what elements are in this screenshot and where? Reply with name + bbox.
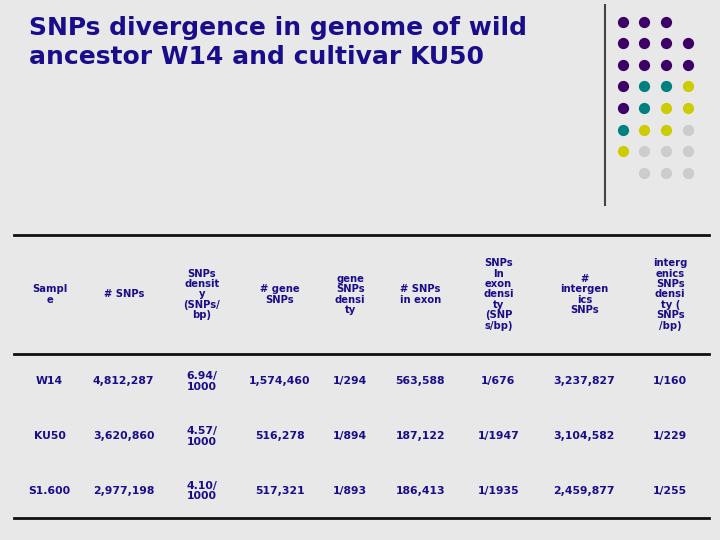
Point [617,60,629,69]
Point [639,82,650,91]
Point [682,104,693,112]
Point [617,39,629,48]
Point [660,39,672,48]
Point [682,60,693,69]
Point [617,82,629,91]
Point [639,60,650,69]
Text: # gene
SNPs: # gene SNPs [260,284,300,305]
Point [617,104,629,112]
Text: 1/255: 1/255 [653,486,687,496]
Text: 1/160: 1/160 [653,376,687,387]
Point [682,168,693,177]
Point [682,39,693,48]
Text: 2,977,198: 2,977,198 [93,486,154,496]
Text: # SNPs: # SNPs [104,289,144,300]
Text: 187,122: 187,122 [395,431,445,441]
Text: SNPs
In
exon
densi
ty
(SNP
s/bp): SNPs In exon densi ty (SNP s/bp) [483,258,513,330]
Point [682,82,693,91]
Text: KU50: KU50 [34,431,66,441]
Text: # SNPs
in exon: # SNPs in exon [400,284,441,305]
Text: 4.10/
1000: 4.10/ 1000 [186,481,217,502]
Point [660,125,672,134]
Point [682,125,693,134]
Text: SNPs
densit
y
(SNPs/
bp): SNPs densit y (SNPs/ bp) [184,268,220,320]
Point [617,125,629,134]
Point [660,17,672,26]
Text: 3,104,582: 3,104,582 [554,431,615,441]
Point [639,168,650,177]
Text: SNPs divergence in genome of wild
ancestor W14 and cultivar KU50: SNPs divergence in genome of wild ancest… [29,16,527,69]
Text: 563,588: 563,588 [395,376,445,387]
Text: 516,278: 516,278 [255,431,305,441]
Point [660,168,672,177]
Point [660,82,672,91]
Text: 4,812,287: 4,812,287 [93,376,155,387]
Text: 3,620,860: 3,620,860 [93,431,155,441]
Point [617,17,629,26]
Text: 1/1935: 1/1935 [477,486,519,496]
Point [682,147,693,156]
Text: 6.94/
1000: 6.94/ 1000 [186,371,217,392]
Point [617,147,629,156]
Point [639,125,650,134]
Text: 1/1947: 1/1947 [477,431,519,441]
Text: 517,321: 517,321 [255,486,305,496]
Point [660,147,672,156]
Point [639,104,650,112]
Text: 2,459,877: 2,459,877 [554,486,615,496]
Text: 186,413: 186,413 [395,486,445,496]
Text: 4.57/
1000: 4.57/ 1000 [186,426,217,447]
Text: 1/229: 1/229 [653,431,688,441]
Text: interg
enics
SNPs
densi
ty (
SNPs
/bp): interg enics SNPs densi ty ( SNPs /bp) [653,258,688,330]
Text: 3,237,827: 3,237,827 [554,376,615,387]
Point [639,147,650,156]
Point [639,39,650,48]
Text: 1,574,460: 1,574,460 [249,376,310,387]
Text: 1/676: 1/676 [481,376,516,387]
Point [660,104,672,112]
Text: W14: W14 [36,376,63,387]
Text: gene
SNPs
densi
ty: gene SNPs densi ty [335,274,365,315]
Text: S1.600: S1.600 [29,486,71,496]
Text: #
intergen
ics
SNPs: # intergen ics SNPs [560,274,608,315]
Text: Sampl
e: Sampl e [32,284,67,305]
Text: 1/893: 1/893 [333,486,367,496]
Text: 1/894: 1/894 [333,431,367,441]
Point [660,60,672,69]
Text: 1/294: 1/294 [333,376,367,387]
Point [639,17,650,26]
